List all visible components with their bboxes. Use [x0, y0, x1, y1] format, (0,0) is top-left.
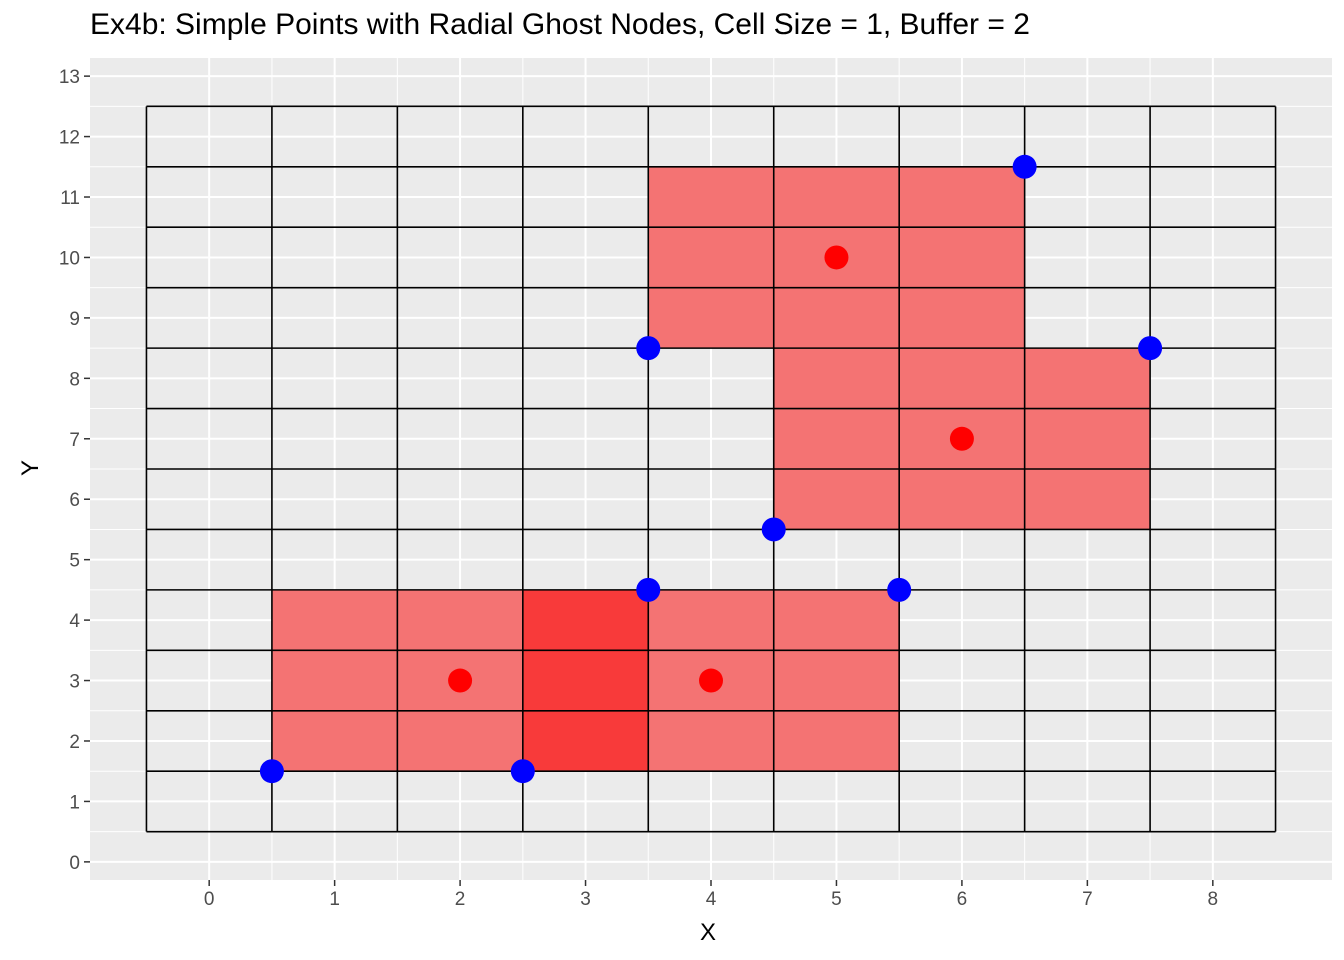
y-tick-label: 8: [69, 369, 80, 390]
blue-point: [636, 577, 661, 602]
shaded-cell: [899, 348, 1025, 409]
y-tick-label: 1: [69, 792, 80, 813]
red-point: [448, 668, 473, 693]
shaded-cell: [1024, 348, 1151, 409]
shaded-cell: [271, 589, 398, 651]
x-axis-title: X: [700, 919, 716, 946]
shaded-cell: [271, 650, 398, 711]
y-tick-label: 12: [59, 128, 80, 149]
overlap-cell: [522, 710, 649, 772]
overlap-cell: [522, 650, 649, 711]
y-tick-label: 10: [59, 248, 80, 269]
shaded-cell: [397, 710, 523, 772]
blue-point: [1012, 154, 1037, 179]
y-tick-label: 7: [69, 430, 80, 451]
shaded-cell: [773, 650, 900, 711]
shaded-cell: [1024, 469, 1151, 530]
y-axis-title: Y: [17, 460, 44, 476]
x-tick-label: 8: [1208, 889, 1219, 910]
shaded-cell: [773, 166, 900, 228]
shaded-cell: [773, 348, 900, 409]
x-tick-label: 5: [831, 889, 842, 910]
y-tick-label: 6: [69, 490, 80, 511]
shaded-cell: [397, 589, 523, 651]
points: [259, 154, 1163, 784]
shaded-cell: [271, 710, 398, 772]
shaded-cell: [773, 408, 900, 469]
chart-title: Ex4b: Simple Points with Radial Ghost No…: [90, 8, 1030, 41]
shaded-cell: [648, 287, 774, 349]
shaded-cell: [773, 589, 900, 651]
y-tick-label: 13: [59, 67, 80, 88]
cell-grid: [145, 105, 1277, 833]
y-tick-label: 4: [69, 611, 80, 632]
red-point: [824, 245, 849, 270]
shaded-cell: [773, 287, 900, 349]
shaded-cell: [899, 287, 1025, 349]
shaded-cell: [773, 710, 900, 772]
shaded-cell: [899, 227, 1025, 288]
shaded-cell: [1024, 408, 1151, 469]
shaded-cells: [271, 166, 1151, 772]
blue-point: [259, 759, 284, 784]
shaded-cell: [648, 166, 774, 228]
y-tick-label: 9: [69, 309, 80, 330]
y-tick-label: 3: [69, 672, 80, 693]
x-tick-label: 3: [580, 889, 591, 910]
blue-point: [636, 336, 661, 361]
red-point: [699, 668, 723, 693]
red-point: [949, 426, 974, 451]
blue-point: [761, 517, 786, 542]
overlap-cell: [522, 589, 649, 651]
shaded-cell: [648, 589, 774, 651]
x-tick-label: 4: [706, 889, 717, 910]
shaded-cell: [648, 227, 774, 288]
x-tick-label: 1: [329, 889, 340, 910]
x-tick-label: 2: [455, 889, 466, 910]
y-tick-label: 2: [69, 732, 80, 753]
shaded-cell: [899, 166, 1025, 228]
x-tick-label: 6: [957, 889, 968, 910]
shaded-cell: [773, 469, 900, 530]
shaded-cell: [899, 469, 1025, 530]
shaded-cell: [648, 710, 774, 772]
blue-point: [887, 577, 912, 602]
y-tick-label: 11: [60, 188, 80, 209]
blue-point: [1138, 336, 1163, 361]
y-tick-label: 5: [69, 551, 80, 572]
x-tick-label: 7: [1082, 889, 1093, 910]
y-tick-label: 0: [69, 853, 80, 874]
blue-point: [510, 759, 535, 784]
x-tick-label: 0: [204, 889, 215, 910]
